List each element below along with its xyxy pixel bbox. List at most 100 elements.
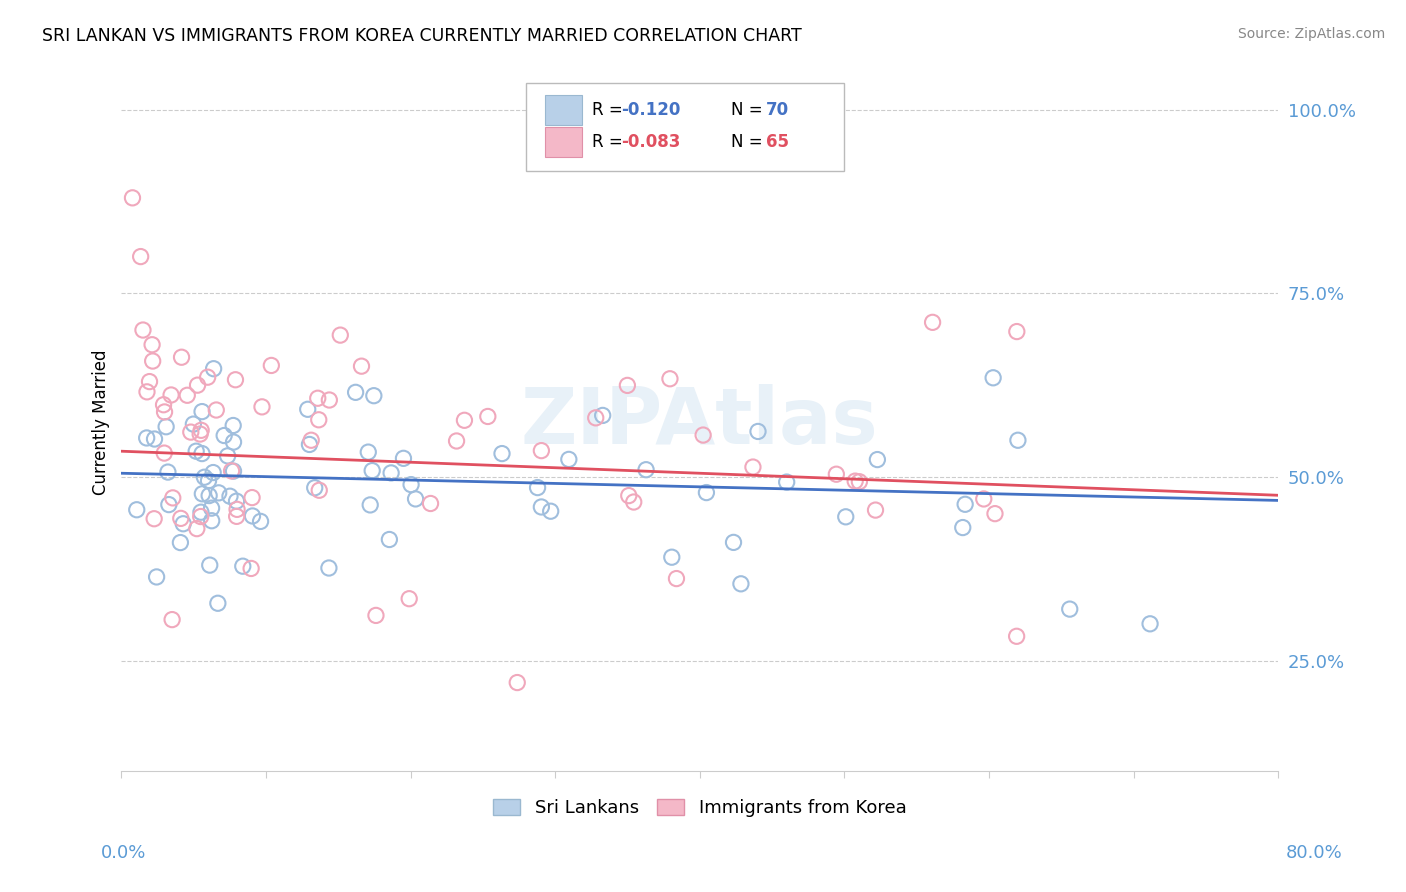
Immigrants from Korea: [224, 373, 246, 387]
Sri Lankans: [1139, 616, 1161, 631]
Sri Lankans: [232, 559, 254, 574]
Immigrants from Korea: [1005, 325, 1028, 339]
Sri Lankans: [636, 463, 658, 477]
Immigrants from Korea: [446, 434, 468, 448]
Text: 70: 70: [766, 101, 789, 119]
Immigrants from Korea: [180, 425, 202, 439]
Sri Lankans: [217, 449, 239, 463]
Sri Lankans: [747, 425, 769, 439]
Sri Lankans: [558, 452, 581, 467]
Sri Lankans: [172, 516, 194, 531]
Sri Lankans: [540, 504, 562, 518]
Sri Lankans: [952, 520, 974, 534]
FancyBboxPatch shape: [544, 95, 582, 125]
Immigrants from Korea: [825, 467, 848, 482]
FancyBboxPatch shape: [526, 84, 845, 170]
Immigrants from Korea: [240, 561, 263, 575]
Sri Lankans: [835, 509, 858, 524]
Immigrants from Korea: [143, 512, 166, 526]
Immigrants from Korea: [129, 250, 152, 264]
Immigrants from Korea: [318, 392, 340, 407]
Text: SRI LANKAN VS IMMIGRANTS FROM KOREA CURRENTLY MARRIED CORRELATION CHART: SRI LANKAN VS IMMIGRANTS FROM KOREA CURR…: [42, 27, 801, 45]
Immigrants from Korea: [585, 410, 607, 425]
Sri Lankans: [981, 371, 1004, 385]
Immigrants from Korea: [153, 446, 176, 460]
Immigrants from Korea: [188, 427, 211, 442]
Sri Lankans: [202, 466, 225, 480]
Sri Lankans: [298, 437, 321, 451]
Sri Lankans: [169, 535, 191, 549]
Immigrants from Korea: [329, 328, 352, 343]
Immigrants from Korea: [848, 475, 870, 489]
Immigrants from Korea: [176, 388, 198, 402]
FancyBboxPatch shape: [544, 128, 582, 157]
Immigrants from Korea: [250, 400, 273, 414]
Immigrants from Korea: [197, 370, 219, 384]
Text: ZIPAtlas: ZIPAtlas: [522, 384, 879, 460]
Legend: Sri Lankans, Immigrants from Korea: Sri Lankans, Immigrants from Korea: [486, 792, 914, 824]
Immigrants from Korea: [225, 509, 247, 524]
Sri Lankans: [730, 576, 752, 591]
Sri Lankans: [201, 514, 224, 528]
Immigrants from Korea: [742, 460, 765, 475]
Sri Lankans: [191, 404, 214, 418]
Sri Lankans: [491, 447, 513, 461]
Sri Lankans: [361, 464, 384, 478]
Sri Lankans: [186, 444, 208, 458]
Immigrants from Korea: [307, 391, 329, 405]
Immigrants from Korea: [308, 413, 330, 427]
Sri Lankans: [866, 452, 889, 467]
Sri Lankans: [202, 361, 225, 376]
Immigrants from Korea: [138, 375, 160, 389]
Sri Lankans: [145, 570, 167, 584]
Text: R =: R =: [592, 101, 628, 119]
Immigrants from Korea: [692, 428, 714, 442]
Immigrants from Korea: [984, 507, 1007, 521]
Sri Lankans: [378, 533, 401, 547]
Sri Lankans: [318, 561, 340, 575]
Sri Lankans: [225, 494, 247, 508]
Immigrants from Korea: [477, 409, 499, 424]
Immigrants from Korea: [865, 503, 887, 517]
Text: N =: N =: [731, 101, 768, 119]
Sri Lankans: [695, 485, 717, 500]
Sri Lankans: [191, 446, 214, 460]
Immigrants from Korea: [187, 378, 209, 392]
Text: Source: ZipAtlas.com: Source: ZipAtlas.com: [1237, 27, 1385, 41]
Sri Lankans: [363, 389, 385, 403]
Sri Lankans: [135, 431, 157, 445]
Immigrants from Korea: [141, 337, 163, 351]
Immigrants from Korea: [160, 388, 183, 402]
Immigrants from Korea: [186, 522, 208, 536]
Immigrants from Korea: [226, 502, 249, 516]
Y-axis label: Currently Married: Currently Married: [93, 349, 110, 494]
Immigrants from Korea: [419, 496, 441, 510]
Sri Lankans: [219, 489, 242, 503]
Text: 0.0%: 0.0%: [101, 844, 146, 862]
Sri Lankans: [197, 474, 219, 488]
Sri Lankans: [242, 508, 264, 523]
Immigrants from Korea: [160, 613, 183, 627]
Immigrants from Korea: [1005, 629, 1028, 643]
Immigrants from Korea: [240, 491, 263, 505]
Sri Lankans: [157, 498, 180, 512]
Immigrants from Korea: [205, 403, 228, 417]
Sri Lankans: [953, 497, 976, 511]
Sri Lankans: [155, 419, 177, 434]
Immigrants from Korea: [665, 572, 688, 586]
Sri Lankans: [1059, 602, 1081, 616]
Sri Lankans: [222, 418, 245, 433]
Text: N =: N =: [731, 133, 768, 151]
Immigrants from Korea: [170, 350, 193, 364]
Sri Lankans: [198, 558, 221, 573]
Sri Lankans: [399, 477, 422, 491]
Immigrants from Korea: [221, 464, 243, 478]
Sri Lankans: [392, 451, 415, 466]
Text: -0.120: -0.120: [621, 101, 681, 119]
Immigrants from Korea: [308, 483, 330, 498]
Sri Lankans: [661, 550, 683, 565]
Immigrants from Korea: [190, 509, 212, 524]
Sri Lankans: [143, 432, 166, 446]
Immigrants from Korea: [121, 191, 143, 205]
Sri Lankans: [191, 487, 214, 501]
